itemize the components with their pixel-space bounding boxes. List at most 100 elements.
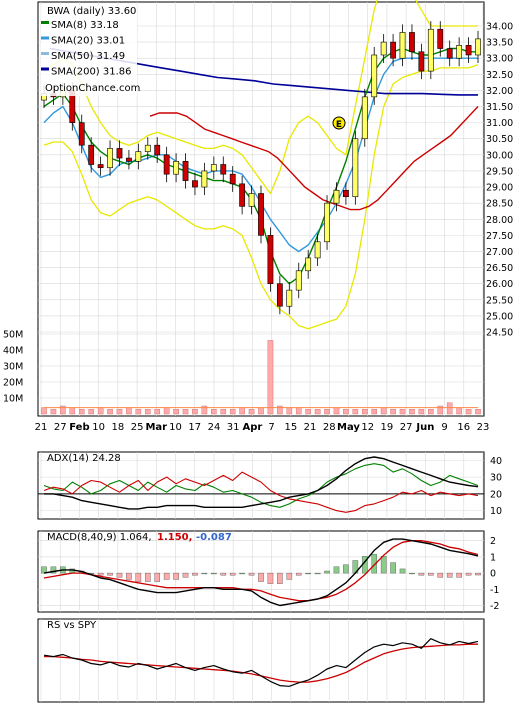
macd-hist-value: -0.087 bbox=[196, 532, 232, 543]
panel-frame-1 bbox=[37, 451, 485, 520]
macd-legend: MACD(8,40,9) 1.064, 1.150, -0.087 bbox=[47, 532, 232, 543]
volume-bar bbox=[314, 409, 321, 415]
volume-tick-label: 50M bbox=[3, 330, 23, 341]
volume-bar bbox=[97, 407, 104, 415]
x-tick-label: 17 bbox=[188, 422, 201, 433]
macd-histogram-bar bbox=[173, 572, 179, 580]
adx-title: ADX(14) 24.28 bbox=[47, 453, 121, 464]
price-tick-label: 25.00 bbox=[486, 311, 513, 322]
legend-swatch bbox=[41, 36, 49, 40]
x-tick-label: 7 bbox=[268, 422, 274, 433]
price-tick-label: 24.50 bbox=[486, 328, 513, 339]
volume-bar bbox=[333, 407, 340, 415]
x-axis-labels: 21 27 Feb 10 18 25 Mar 10 17 24 31 Apr 7 15 21 28 May 12 1… bbox=[35, 422, 490, 433]
candle-body bbox=[286, 289, 293, 307]
x-tick-label: 31 bbox=[227, 422, 240, 433]
macd-histogram-bar bbox=[456, 572, 462, 578]
adx-tick-label: 40 bbox=[490, 456, 502, 467]
volume-bar bbox=[126, 407, 132, 415]
volume-bar bbox=[182, 409, 189, 415]
price-tick-label: 34.00 bbox=[486, 22, 513, 33]
candle-body bbox=[333, 189, 340, 204]
candle-body bbox=[248, 193, 255, 207]
candle-body bbox=[116, 148, 123, 159]
price-tick-label: 25.50 bbox=[486, 295, 513, 306]
candle-body bbox=[107, 148, 113, 169]
macd-histogram-bar bbox=[107, 572, 113, 576]
candle-body bbox=[239, 183, 246, 207]
x-tick-label: 28 bbox=[323, 422, 336, 433]
volume-tick-label: 30M bbox=[3, 362, 23, 373]
price-tick-label: 30.50 bbox=[486, 134, 513, 145]
x-tick-label: 18 bbox=[112, 422, 125, 433]
volume-bar bbox=[324, 409, 330, 415]
volume-bar bbox=[201, 405, 208, 415]
candle-body bbox=[352, 138, 359, 198]
volume-bar bbox=[437, 405, 444, 415]
price-tick-label: 30.00 bbox=[486, 150, 513, 161]
candle-body bbox=[456, 45, 463, 59]
candle-body bbox=[409, 32, 415, 53]
volume-bar bbox=[248, 409, 255, 415]
adx-line bbox=[44, 456, 479, 510]
volume-bar bbox=[211, 409, 217, 415]
adx-tick-label: 10 bbox=[490, 506, 502, 517]
x-tick-label: 16 bbox=[457, 422, 470, 433]
macd-histogram-bar bbox=[229, 572, 236, 576]
macd-histogram-bar bbox=[380, 556, 387, 574]
candle-body bbox=[192, 180, 198, 188]
macd-histogram-bar bbox=[428, 572, 434, 576]
macd-histogram-bar bbox=[239, 572, 245, 575]
x-tick-label: 21 bbox=[304, 422, 317, 433]
volume-bar bbox=[446, 402, 453, 415]
candle-body bbox=[465, 45, 472, 56]
macd-panel: 2 1 0 -1 -2 bbox=[38, 536, 499, 612]
candle-body bbox=[343, 189, 349, 198]
macd-histogram-bar bbox=[211, 572, 217, 575]
macd-histogram-bar bbox=[324, 570, 330, 574]
candle-body bbox=[182, 160, 189, 181]
sma50-line bbox=[149, 106, 479, 211]
macd-histogram-bar bbox=[50, 566, 57, 574]
candle-body bbox=[446, 48, 453, 59]
panel-frame-3 bbox=[37, 618, 485, 703]
x-tick-label: 12 bbox=[361, 422, 374, 433]
volume-bar bbox=[352, 409, 359, 415]
plus-di-line bbox=[43, 463, 479, 508]
candle-body bbox=[258, 193, 264, 236]
candle-body bbox=[427, 28, 434, 72]
x-tick-label: 10 bbox=[92, 422, 105, 433]
macd-histogram-bar bbox=[182, 572, 189, 578]
volume-bar bbox=[60, 405, 66, 415]
candle-body bbox=[144, 144, 151, 152]
macd-line bbox=[43, 538, 479, 607]
x-tick-label: 19 bbox=[381, 422, 394, 433]
macd-histogram-bar bbox=[446, 572, 453, 578]
volume-tick-label: 10M bbox=[3, 394, 23, 405]
volume-bar bbox=[69, 407, 76, 415]
x-tick-label: Apr bbox=[242, 422, 262, 433]
volume-bar bbox=[173, 409, 179, 415]
price-panel: 34.00 33.50 33.00 32.50 32.00 31.50 31.00 30.50… bbox=[38, 0, 513, 339]
candle-body bbox=[201, 170, 208, 188]
macd-tick-label: 2 bbox=[490, 536, 496, 547]
volume-bar bbox=[390, 409, 396, 415]
macd-tick-label: -1 bbox=[490, 585, 499, 596]
price-tick-label: 26.50 bbox=[486, 263, 513, 274]
macd-signal-value: 1.150, bbox=[157, 532, 192, 543]
watermark: OptionChance.com bbox=[45, 83, 140, 94]
macd-histogram-bar bbox=[144, 572, 151, 582]
x-tick-label: 27 bbox=[54, 422, 67, 433]
macd-histogram-bar bbox=[126, 572, 132, 580]
macd-signal-line bbox=[43, 540, 479, 602]
candle-body bbox=[163, 154, 170, 175]
legend-swatch bbox=[41, 52, 49, 55]
macd-histogram-bar bbox=[343, 564, 349, 574]
volume-bar bbox=[371, 409, 378, 415]
candle-body bbox=[276, 283, 283, 307]
candle-body bbox=[220, 164, 227, 175]
x-tick-label: 27 bbox=[400, 422, 413, 433]
candle-body bbox=[390, 41, 396, 59]
volume-bar bbox=[277, 405, 283, 415]
candle-body bbox=[267, 235, 274, 284]
